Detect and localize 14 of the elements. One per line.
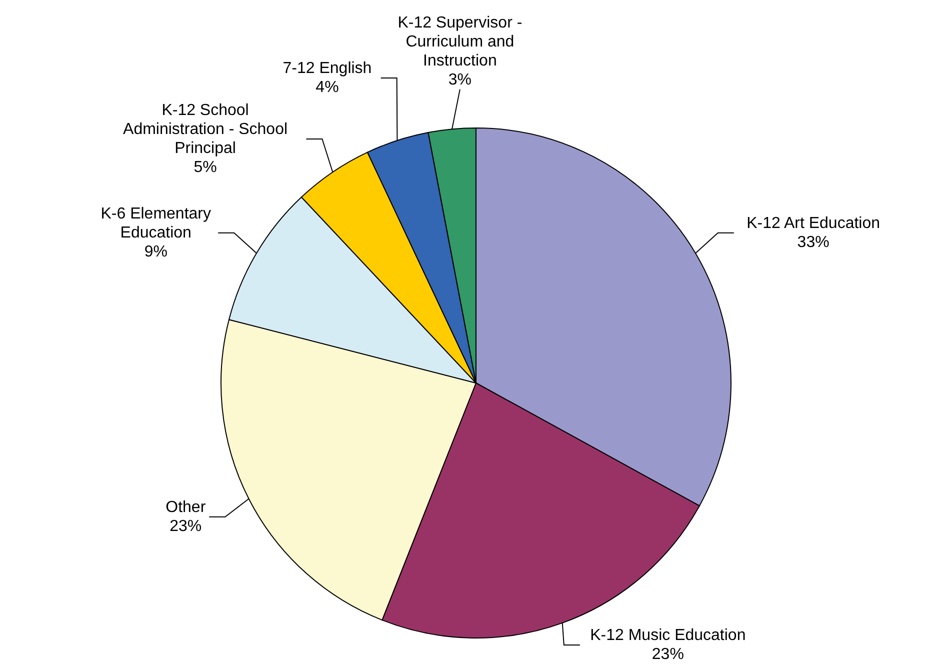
slice-label: K-12 Music Education bbox=[590, 627, 746, 644]
data-label: 5% bbox=[194, 159, 217, 176]
slice-label: K-12 Supervisor - Curriculum and Instruction bbox=[398, 14, 522, 70]
slice-label: Other bbox=[166, 498, 206, 516]
data-label: 4% bbox=[316, 79, 339, 96]
slice-label: K-12 School Administration - School Principal bbox=[123, 102, 288, 158]
data-label: 9% bbox=[144, 243, 168, 260]
slice-label: K-12 Art Education bbox=[746, 214, 880, 232]
slice-label: 7-12 English bbox=[282, 60, 372, 78]
data-label: 33% bbox=[797, 234, 830, 251]
slice-label: K-6 Elementary Education bbox=[100, 205, 212, 242]
data-label: 23% bbox=[170, 518, 202, 535]
data-label: 3% bbox=[448, 71, 472, 88]
data-label: 23% bbox=[652, 646, 684, 663]
